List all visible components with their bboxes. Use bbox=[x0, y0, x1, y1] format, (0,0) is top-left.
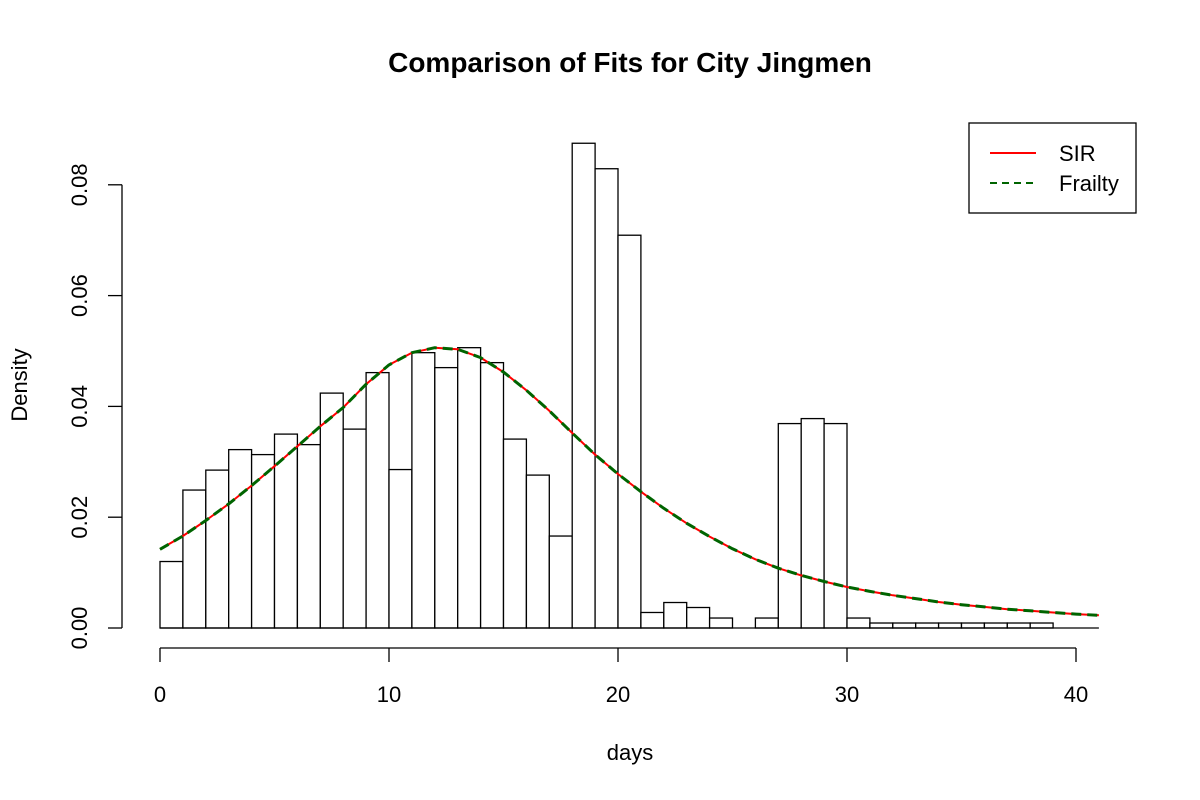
histogram-bar bbox=[250, 453, 276, 629]
histogram-bar bbox=[388, 468, 413, 629]
legend-label-frailty: Frailty bbox=[1059, 171, 1119, 196]
x-tick-label: 30 bbox=[835, 682, 859, 707]
histogram-bar bbox=[1006, 622, 1031, 629]
histogram-bar bbox=[663, 601, 688, 629]
histogram-bar bbox=[960, 622, 986, 629]
histogram-bar bbox=[869, 622, 894, 629]
x-tick-label: 0 bbox=[154, 682, 166, 707]
y-tick-label: 0.06 bbox=[67, 274, 92, 317]
legend: SIR Frailty bbox=[968, 122, 1137, 214]
y-tick-label: 0.04 bbox=[67, 385, 92, 428]
histogram-bar bbox=[182, 489, 207, 629]
histogram-bar bbox=[479, 361, 505, 629]
legend-label-sir: SIR bbox=[1059, 141, 1096, 166]
y-tick-label: 0.00 bbox=[67, 607, 92, 650]
histogram-bar bbox=[823, 422, 848, 629]
histogram-bar bbox=[983, 622, 1008, 629]
y-axis-title: Density bbox=[7, 348, 32, 421]
histogram-bar bbox=[502, 438, 528, 629]
histogram-bar bbox=[434, 366, 459, 629]
histogram-bar bbox=[159, 560, 184, 629]
histogram-bar bbox=[525, 474, 550, 629]
histogram-bar bbox=[228, 448, 253, 629]
x-axis: 0 10 20 30 40 bbox=[154, 647, 1088, 707]
x-tick-label: 10 bbox=[377, 682, 401, 707]
histogram-bar bbox=[640, 611, 665, 629]
fit-curves bbox=[159, 346, 1099, 617]
histogram-bar bbox=[571, 142, 596, 629]
histogram-bar bbox=[892, 622, 917, 629]
histogram-bar bbox=[365, 371, 390, 629]
x-tick-label: 20 bbox=[606, 682, 630, 707]
histogram-bar bbox=[319, 392, 344, 629]
histogram-bar bbox=[342, 428, 367, 629]
chart-title: Comparison of Fits for City Jingmen bbox=[388, 47, 872, 78]
histogram-bar bbox=[686, 606, 711, 629]
histogram-bars bbox=[159, 142, 1099, 629]
histogram-bar bbox=[915, 622, 940, 629]
legend-box bbox=[968, 122, 1137, 214]
x-axis-title: days bbox=[607, 740, 653, 765]
histogram-bar bbox=[457, 347, 482, 629]
histogram-bar bbox=[754, 617, 779, 629]
y-tick-label: 0.02 bbox=[67, 496, 92, 539]
histogram-bar bbox=[205, 469, 230, 629]
histogram-bar bbox=[296, 443, 321, 629]
histogram-bar bbox=[708, 617, 734, 629]
histogram-bar bbox=[594, 168, 619, 629]
histogram-bar bbox=[1029, 622, 1054, 629]
histogram-bar bbox=[548, 535, 573, 629]
histogram-bar bbox=[937, 622, 963, 629]
y-axis: 0.00 0.02 0.04 0.06 0.08 bbox=[67, 163, 123, 650]
histogram-bar bbox=[777, 422, 802, 629]
histogram-bar bbox=[617, 234, 642, 629]
histogram-bar bbox=[411, 352, 436, 629]
histogram-bar bbox=[800, 417, 825, 629]
x-tick-label: 40 bbox=[1064, 682, 1088, 707]
histogram-bar bbox=[846, 617, 871, 629]
y-tick-label: 0.08 bbox=[67, 163, 92, 206]
curve-frailty bbox=[159, 346, 1099, 617]
